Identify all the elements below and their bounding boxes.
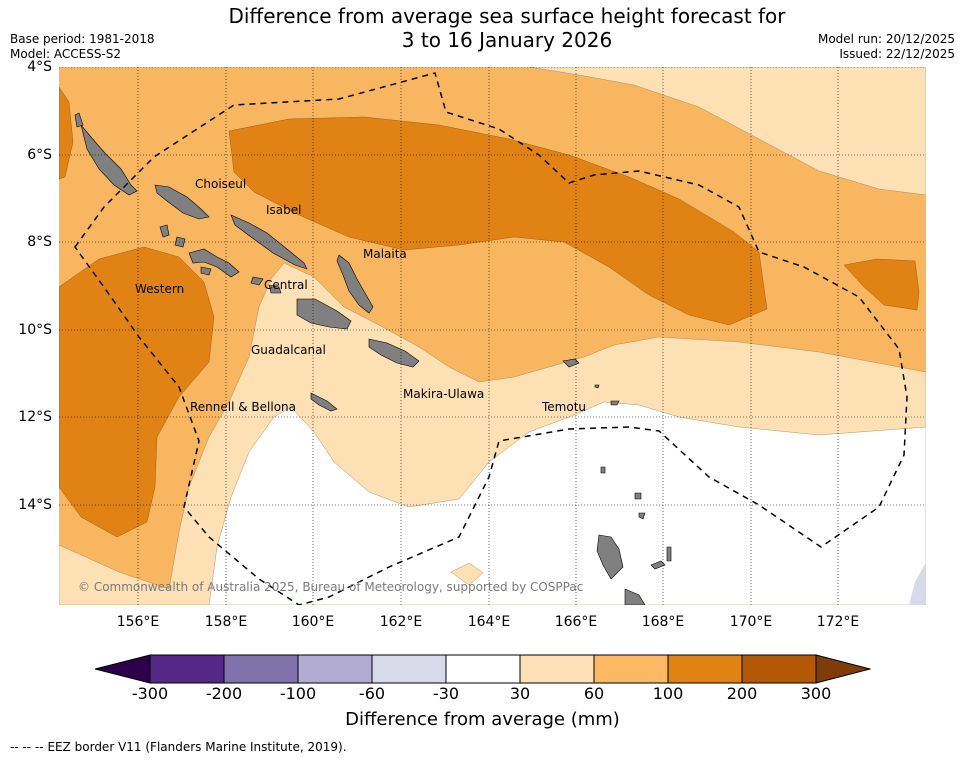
- colorbar-tick-m60: -60: [358, 684, 386, 703]
- lon-label-170e: 170°E: [729, 614, 773, 630]
- colorbar: [95, 654, 871, 684]
- base-period: Base period: 1981-2018: [10, 32, 155, 46]
- colorbar-seg-4: [371, 654, 447, 684]
- title-line-2: 3 to 16 January 2026: [401, 28, 613, 52]
- land-maewo: [666, 546, 672, 562]
- place-malaita: Malaita: [363, 247, 407, 261]
- land-guadalcanal: [296, 298, 352, 330]
- lon-label-158e: 158°E: [204, 614, 248, 630]
- place-guadalcanal: Guadalcanal: [251, 343, 326, 357]
- colorbar-tick-100: 100: [652, 684, 684, 703]
- eez-border-solomon: [74, 72, 908, 605]
- lat-label-12s: 12°S: [18, 409, 52, 425]
- model-info: Base period: 1981-2018 Model: ACCESS-S2: [10, 32, 155, 62]
- land-makira: [368, 338, 420, 368]
- colorbar-title: Difference from average (mm): [345, 709, 620, 730]
- land-solomon-islands: [74, 112, 672, 605]
- colorbar-tick-60: 60: [583, 684, 605, 703]
- land-bougainville: [80, 124, 138, 196]
- lon-label-162e: 162°E: [379, 614, 423, 630]
- place-rennell-bellona: Rennell & Bellona: [190, 400, 297, 414]
- place-choiseul: Choiseul: [195, 177, 247, 191]
- forecast-map: [59, 67, 926, 605]
- lon-label-164e: 164°E: [467, 614, 511, 630]
- land-vella-lavella: [159, 224, 170, 238]
- place-isabel: Isabel: [266, 203, 302, 217]
- land-torres: [600, 466, 606, 474]
- lon-label-166e: 166°E: [554, 614, 598, 630]
- land-buka: [74, 112, 84, 128]
- colorbar-min-arrow: [95, 654, 151, 684]
- land-new-georgia: [188, 248, 240, 278]
- land-ambae: [650, 560, 666, 570]
- land-malaita: [336, 254, 374, 314]
- land-santa-cruz: [562, 358, 580, 368]
- land-vanikoro: [610, 400, 620, 406]
- model-name: Model: ACCESS-S2: [10, 47, 122, 61]
- lat-label-6s: 6°S: [27, 147, 52, 163]
- land-banks-1: [634, 492, 642, 500]
- band-100-200-east: [843, 258, 920, 311]
- place-central: Central: [264, 278, 308, 292]
- colorbar-tick-200: 200: [726, 684, 758, 703]
- model-run: Model run: 20/12/2025: [817, 32, 955, 46]
- land-kolombangara: [174, 236, 186, 248]
- lon-label-160e: 160°E: [291, 614, 335, 630]
- colorbar-seg-2: [223, 654, 299, 684]
- band-neutral-south: [208, 401, 926, 605]
- lat-label-8s: 8°S: [27, 234, 52, 250]
- place-western: Western: [135, 282, 185, 296]
- graticule: [59, 67, 926, 605]
- colorbar-tick-m30: -30: [432, 684, 460, 703]
- land-rendova: [200, 266, 212, 276]
- issued-date: Issued: 22/12/2025: [839, 47, 955, 61]
- colorbar-seg-3: [297, 654, 373, 684]
- band-30-60-northeast: [528, 67, 926, 196]
- colorbar-seg-5: [445, 654, 521, 684]
- colorbar-seg-8: [667, 654, 743, 684]
- lat-label-4s: 4°S: [27, 59, 52, 75]
- band-100-200-central: [228, 116, 768, 326]
- title-line-1: Difference from average sea surface heig…: [228, 4, 786, 28]
- lon-label-156e: 156°E: [116, 614, 160, 630]
- lon-label-168e: 168°E: [641, 614, 685, 630]
- land-tikopia: [594, 384, 600, 389]
- band-100-200-northwest: [59, 86, 74, 180]
- lat-label-10s: 10°S: [18, 322, 52, 338]
- colorbar-seg-7: [593, 654, 669, 684]
- band-100-200-west: [59, 246, 215, 538]
- colorbar-tick-m200: -200: [205, 684, 243, 703]
- place-temotu: Temotu: [542, 400, 587, 414]
- map-canvas: [59, 67, 926, 605]
- place-makira-ulawa: Makira-Ulawa: [403, 387, 485, 401]
- eez-dash-symbol: -- -- --: [10, 740, 44, 754]
- eez-footnote: -- -- -- EEZ border V11 (Flanders Marine…: [10, 740, 347, 754]
- land-espiritu-santo: [596, 534, 624, 580]
- map-title: Difference from average sea surface heig…: [0, 4, 965, 52]
- lon-label-172e: 172°E: [816, 614, 860, 630]
- colorbar-seg-9: [741, 654, 817, 684]
- land-malekula: [624, 588, 646, 605]
- colorbar-tick-m100: -100: [279, 684, 317, 703]
- lat-label-14s: 14°S: [18, 497, 52, 513]
- land-florida: [268, 284, 282, 294]
- band-negative-corner: [909, 562, 926, 605]
- copyright-notice: © Commonwealth of Australia 2025, Bureau…: [78, 580, 584, 594]
- band-30-60-blob: [450, 562, 484, 586]
- run-info: Model run: 20/12/2025 Issued: 22/12/2025: [818, 32, 955, 62]
- land-choiseul: [154, 184, 210, 220]
- colorbar-seg-6: [519, 654, 595, 684]
- colorbar-tick-m300: -300: [131, 684, 169, 703]
- land-russell: [250, 276, 264, 286]
- eez-footnote-text: EEZ border V11 (Flanders Marine Institut…: [47, 740, 347, 754]
- colorbar-seg-1: [149, 654, 225, 684]
- colorbar-tick-30: 30: [509, 684, 531, 703]
- land-rennell: [310, 392, 338, 412]
- land-banks-2: [638, 512, 646, 520]
- colorbar-tick-300: 300: [800, 684, 832, 703]
- colorbar-max-arrow: [815, 654, 871, 684]
